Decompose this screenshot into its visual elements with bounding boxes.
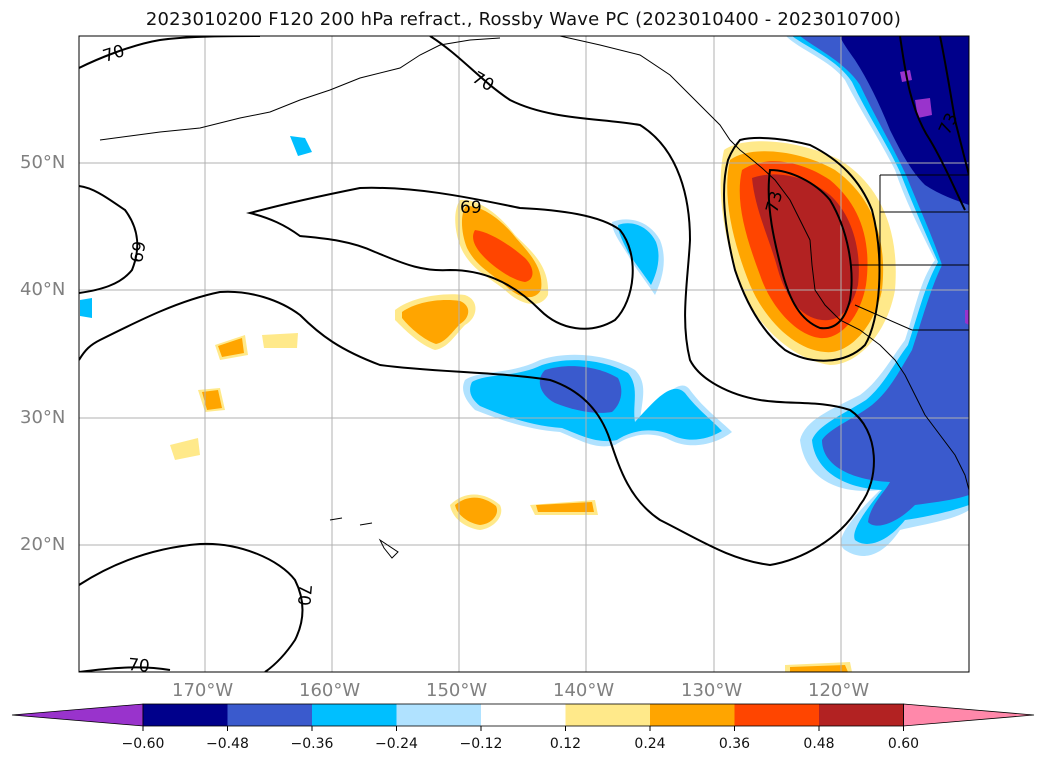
lon-label-140w: 140°W [553,680,615,701]
colorbar-segment [143,704,228,726]
lat-label-20n: 20°N [20,534,66,555]
colorbar-segment [396,704,482,726]
contour-label: 70 [292,583,315,607]
lat-label-30n: 30°N [20,407,66,428]
colorbar-segment [734,704,820,726]
lat-label-50n: 50°N [20,152,66,173]
positive-anomaly-region [752,174,859,321]
colorbar-tick-label: −0.12 [459,736,503,752]
map-title: 2023010200 F120 200 hPa refract., Rossby… [145,9,902,30]
colorbar-tick-label: 0.12 [549,736,582,752]
colorbar-tick-label: 0.48 [803,736,835,752]
colorbar-tick-label: 0.36 [718,736,751,752]
lon-label-120w: 120°W [808,680,870,701]
colorbar-tick-label: −0.24 [375,736,418,752]
lat-label-40n: 40°N [20,279,66,300]
colorbar-frame [142,703,904,727]
positive-anomaly-region [402,300,469,344]
colorbar-segment [481,704,566,726]
positive-anomaly-region [473,230,533,282]
colorbar [11,703,1035,731]
lon-label-160w: 160°W [299,680,361,701]
colorbar-extend-max [903,703,1035,727]
colorbar-segment [650,704,735,726]
colorbar-tick-label: 0.24 [634,736,666,752]
colorbar-tick-label: −0.60 [121,736,165,752]
lon-label-170w: 170°W [172,680,234,701]
colorbar-segment [819,704,904,726]
negative-anomaly-region [539,366,622,413]
map-plot-area [79,36,969,672]
colorbar-tick-label: −0.48 [206,736,249,752]
contour-label: 69 [127,239,151,265]
colorbar-segment [227,704,313,726]
colorbar-segment [565,704,651,726]
map-frame [78,35,970,673]
colorbar-tick-label: −0.36 [290,736,334,752]
colorbar-segment [312,704,397,726]
contour-label: 69 [460,198,482,218]
colorbar-extend-min [11,703,144,727]
lon-label-130w: 130°W [681,680,743,701]
colorbar-tick-label: 0.60 [887,736,920,752]
negative-anomaly-region [618,223,659,285]
lon-label-150w: 150°W [426,680,488,701]
contour-label: 70 [127,655,151,677]
